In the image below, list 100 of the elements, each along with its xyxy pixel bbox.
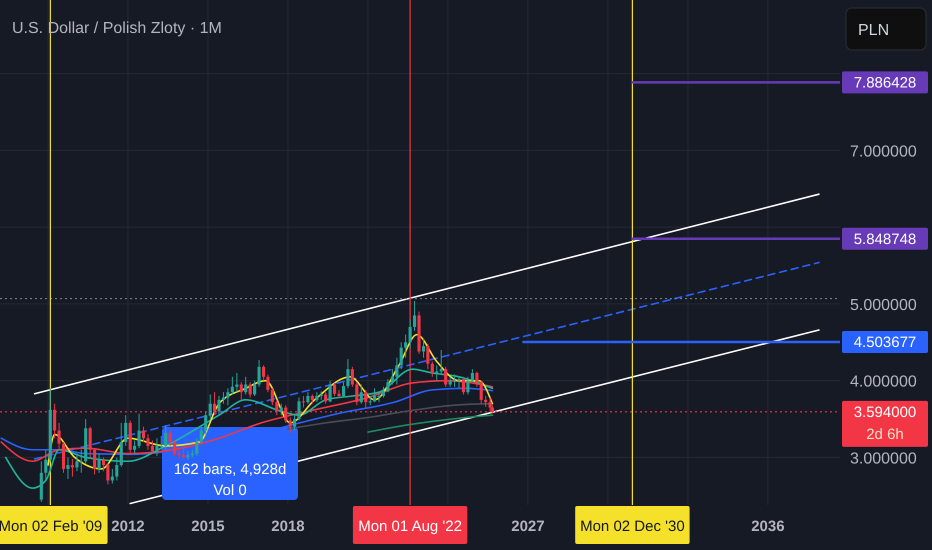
candlestick [395, 357, 398, 386]
candlestick [470, 368, 474, 383]
y-tick-label: 7.000000 [850, 143, 917, 160]
candlestick [457, 376, 461, 389]
candlestick [408, 318, 412, 349]
candlestick [102, 456, 106, 472]
candlestick [208, 394, 212, 420]
candlestick [222, 392, 226, 404]
candlestick [204, 410, 208, 435]
candlestick [106, 463, 110, 485]
candlestick [186, 450, 190, 461]
x-tick-label: 2036 [751, 518, 785, 535]
candlestick [315, 392, 318, 403]
candlestick [360, 384, 363, 404]
candlestick [178, 449, 181, 460]
candlestick [382, 386, 386, 398]
candlestick [173, 440, 176, 456]
candlestick [217, 396, 221, 416]
x-tick-label: 2015 [191, 518, 225, 535]
candlestick [98, 453, 101, 474]
ref-line-label: Mon 02 Feb '09 [0, 518, 102, 535]
candlestick [195, 438, 198, 456]
candlestick [230, 376, 234, 395]
candlestick [430, 360, 434, 378]
y-tick-label: 4.000000 [850, 374, 917, 391]
candlestick [200, 426, 203, 444]
candlestick [350, 366, 354, 388]
candlestick [377, 392, 381, 403]
candlestick [262, 364, 266, 382]
candlestick [448, 376, 452, 388]
candlestick [168, 430, 172, 446]
candlestick [258, 359, 261, 388]
candlestick [373, 388, 376, 403]
candlestick [244, 376, 248, 395]
x-tick-label: 2018 [271, 518, 305, 535]
candlestick [364, 389, 368, 408]
candlestick [413, 300, 416, 332]
candlestick [342, 382, 346, 398]
candlestick [58, 422, 61, 450]
candlestick [80, 449, 83, 474]
candlestick [235, 372, 238, 393]
candlestick [404, 334, 408, 358]
candlestick [115, 456, 118, 481]
line-series [367, 414, 494, 433]
candlestick [240, 382, 243, 400]
y-tick-label: 3.000000 [850, 450, 917, 468]
candlestick [332, 382, 336, 397]
candlestick [164, 424, 168, 450]
y-axis-title: PLN [858, 22, 890, 39]
candlestick [466, 376, 470, 395]
candlestick [328, 380, 332, 403]
candlestick [390, 368, 394, 386]
candlestick [150, 440, 154, 454]
candlestick [435, 364, 438, 382]
candlestick [182, 448, 186, 460]
candlestick [138, 413, 141, 449]
candlestick [310, 394, 314, 404]
candlestick [124, 414, 128, 446]
data-label: 4.503677 [854, 334, 916, 352]
candlestick [292, 414, 296, 432]
candlestick [324, 392, 328, 404]
candlestick [426, 343, 430, 370]
candlestick [155, 438, 159, 456]
candlestick [386, 378, 390, 393]
candlestick [146, 434, 150, 450]
ref-line-label: 3.594000 [854, 404, 916, 421]
x-tick-label: 2012 [111, 518, 145, 535]
candlestick [70, 458, 74, 478]
candlestick [302, 396, 306, 408]
ref-line-label: Mon 02 Dec '30 [580, 518, 685, 535]
candlestick [368, 396, 372, 406]
candlestick [248, 382, 252, 398]
candlestick [422, 338, 426, 358]
candlestick [440, 349, 443, 376]
candlestick [110, 468, 114, 484]
candlestick [297, 397, 301, 422]
candlestick [288, 417, 292, 434]
x-tick-label: 2027 [511, 518, 545, 535]
ref-line-label: Mon 01 Aug '22 [358, 518, 462, 535]
candlestick [160, 435, 163, 450]
candlestick [226, 388, 230, 406]
candlestick [142, 426, 146, 443]
candlestick [346, 358, 350, 389]
candlestick [284, 404, 288, 424]
line-series [287, 402, 494, 430]
candlestick [88, 426, 92, 458]
candlestick [266, 374, 270, 393]
y-tick-label: 5.000000 [850, 296, 917, 314]
candlestick [280, 403, 283, 416]
data-label: 7.886428 [854, 74, 916, 92]
annotation: Vol 0 [213, 482, 247, 499]
candlestick [400, 342, 403, 370]
candlestick [270, 388, 274, 406]
candlestick [66, 456, 70, 480]
candlestick [253, 380, 256, 397]
candlestick [120, 422, 123, 468]
candlestick [306, 392, 310, 404]
data-label: 5.848748 [854, 230, 916, 248]
candlestick [44, 449, 48, 481]
text: 2d 6h [866, 426, 904, 443]
